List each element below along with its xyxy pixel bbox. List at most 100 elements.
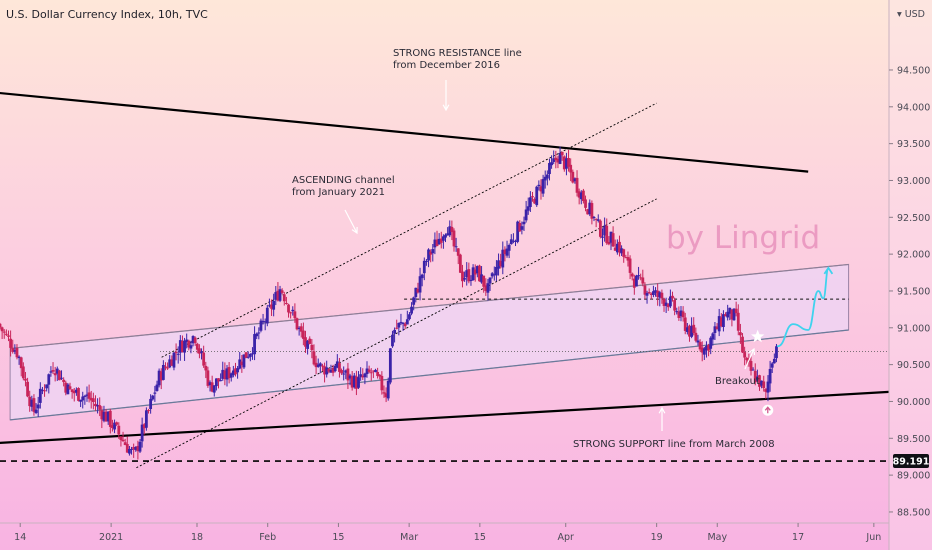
- candle-body: [229, 373, 233, 378]
- candle-body: [367, 369, 371, 372]
- candle-body: [649, 293, 653, 296]
- candle-body: [391, 334, 394, 347]
- candle-body: [505, 248, 509, 256]
- candle-body: [647, 292, 651, 294]
- candle-body: [242, 354, 246, 368]
- candle-body: [471, 267, 475, 281]
- candle-body: [690, 326, 694, 337]
- projection-arrowhead: [823, 266, 834, 275]
- candle-body: [685, 327, 689, 332]
- candle-body: [620, 248, 623, 254]
- candle-body: [140, 424, 144, 442]
- annotation-text: STRONG RESISTANCE line: [393, 48, 522, 59]
- candle-body: [100, 410, 104, 420]
- candle-body: [94, 403, 97, 407]
- x-tick-label: 15: [332, 532, 344, 543]
- candle-body: [397, 322, 401, 328]
- candle-body: [458, 254, 462, 273]
- candle-body: [567, 157, 570, 167]
- candle-body: [571, 171, 575, 183]
- candle-body: [9, 338, 13, 348]
- candle-body: [702, 348, 706, 355]
- candle-body: [79, 399, 83, 402]
- candle-body: [514, 240, 517, 242]
- candle-body: [463, 278, 467, 280]
- candle-body: [335, 361, 339, 368]
- candle-body: [155, 384, 159, 391]
- candle-body: [253, 334, 256, 355]
- candle-body: [142, 424, 146, 429]
- y-tick-label: 93.500: [897, 139, 930, 150]
- candle-body: [183, 340, 186, 353]
- annotation-text: Breakout: [715, 376, 760, 387]
- candle-body: [535, 186, 539, 206]
- candle-body: [575, 177, 579, 193]
- candle-body: [603, 225, 607, 236]
- candle-body: [738, 332, 742, 336]
- candle-body: [643, 285, 647, 295]
- candle-body: [234, 368, 237, 375]
- candle-body: [270, 304, 273, 309]
- x-tick-label: Mar: [400, 532, 418, 543]
- candle-body: [598, 220, 602, 237]
- candle-body: [501, 249, 505, 268]
- candle-body: [346, 368, 350, 381]
- candle-body: [87, 392, 91, 399]
- candle-body: [136, 445, 140, 451]
- candle-body: [51, 370, 55, 372]
- breakout-star-icon: [751, 329, 765, 343]
- candle-body: [624, 257, 628, 259]
- candle-body: [524, 209, 528, 221]
- candle-body: [115, 422, 119, 425]
- candle-body: [433, 239, 437, 248]
- y-tick-label: 90.000: [897, 397, 930, 408]
- candle-body: [72, 390, 76, 394]
- candle-body: [537, 184, 541, 186]
- candle-body: [724, 314, 727, 317]
- candle-body: [55, 368, 59, 374]
- candle-body: [518, 222, 522, 232]
- y-tick-label: 91.500: [897, 286, 930, 297]
- candle-body: [448, 226, 452, 236]
- candle-body: [342, 373, 346, 375]
- candle-body: [683, 317, 687, 331]
- candle-body: [371, 370, 375, 372]
- candle-body: [299, 326, 303, 332]
- channel-band-layer: [9, 263, 850, 421]
- candle-body: [618, 241, 621, 253]
- candle-body: [132, 446, 136, 450]
- candle-body: [692, 324, 696, 333]
- candle-body: [244, 352, 248, 358]
- candle-body: [204, 365, 208, 371]
- candle-body: [660, 292, 664, 299]
- candle-body: [509, 239, 513, 245]
- candle-body: [677, 311, 681, 318]
- candle-body: [193, 337, 197, 343]
- candle-body: [225, 368, 229, 380]
- annotation-arrowhead: [442, 104, 450, 112]
- candle-body: [251, 353, 254, 355]
- x-axis-ticks: 14 2021 18 Feb 15 Mar 15 Apr 19 May 17 Jun: [14, 523, 881, 543]
- candle-body: [246, 356, 250, 358]
- candle-body: [53, 373, 57, 376]
- candle-body: [736, 312, 740, 331]
- candle-body: [338, 363, 341, 372]
- candle-body: [715, 326, 719, 330]
- candle-body: [656, 290, 660, 297]
- candle-body: [325, 367, 329, 375]
- candle-body: [592, 217, 596, 219]
- candle-body: [217, 378, 220, 382]
- annotation-arrowhead: [351, 226, 358, 235]
- candle-body: [588, 202, 592, 215]
- candle-body: [60, 377, 63, 379]
- candle-body: [36, 404, 40, 409]
- candle-body: [403, 323, 407, 327]
- candle-body: [312, 351, 316, 365]
- candle-body: [282, 294, 286, 302]
- candle-body: [452, 230, 456, 247]
- candle-body: [83, 395, 87, 397]
- candle-body: [405, 319, 409, 325]
- annotation-text: STRONG SUPPORT line from March 2008: [573, 439, 775, 450]
- candle-body: [4, 333, 8, 335]
